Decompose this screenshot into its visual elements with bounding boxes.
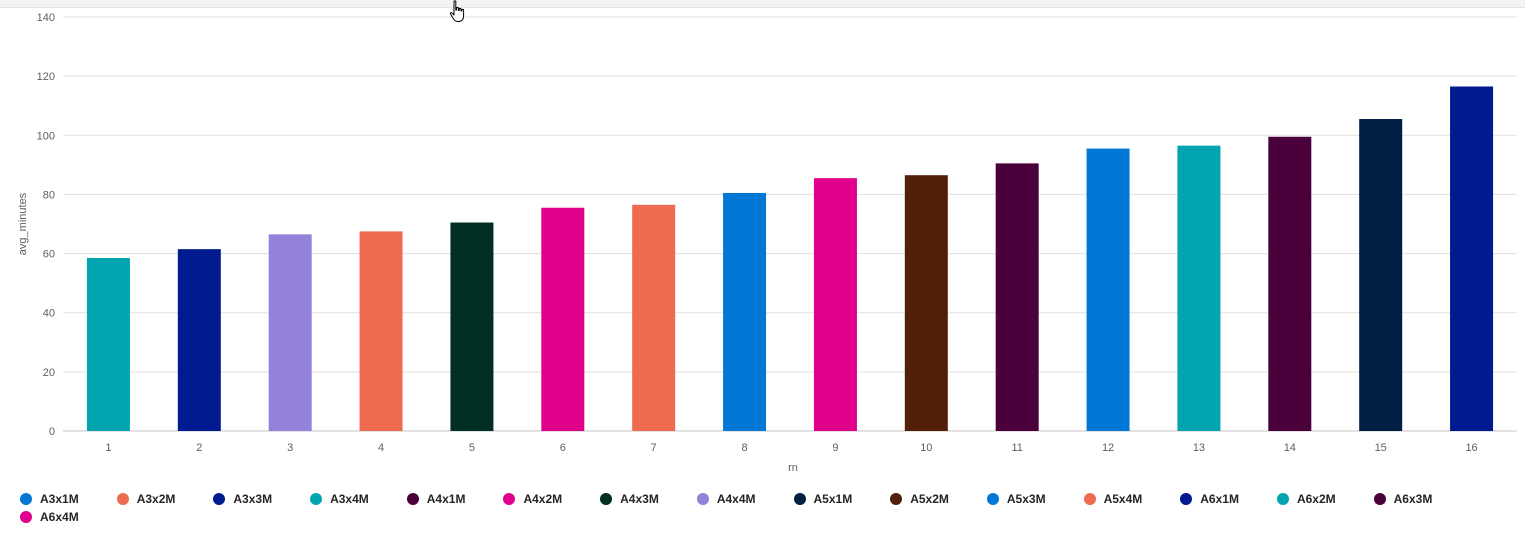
- y-tick-label: 0: [49, 426, 55, 438]
- legend-item[interactable]: A3x2M: [116, 491, 176, 507]
- bars: [86, 86, 1494, 432]
- bar-1[interactable]: [86, 258, 130, 431]
- x-tick-label: 1: [105, 442, 111, 454]
- legend-item[interactable]: A6x2M: [1276, 491, 1336, 507]
- x-tick-label: 9: [832, 442, 838, 454]
- legend-marker-icon: [20, 493, 32, 505]
- hand-pointer-cursor-icon: [449, 0, 465, 22]
- legend-label: A4x2M: [523, 492, 563, 506]
- legend-marker-icon: [116, 493, 129, 505]
- legend-marker-icon: [1180, 493, 1193, 505]
- bar-13[interactable]: [1177, 145, 1221, 431]
- x-axis-ticks: 1 2 3 4 5 6 7 8 9 10 11 12 13 14 15 16: [105, 442, 1477, 454]
- x-tick-label: 10: [920, 442, 932, 454]
- legend-item[interactable]: A4x1M: [406, 491, 466, 507]
- legend-label: A6x3M: [1393, 492, 1433, 506]
- bar-11[interactable]: [995, 163, 1039, 431]
- legend-marker-icon: [793, 493, 806, 505]
- bar-7[interactable]: [632, 204, 676, 431]
- y-tick-label: 80: [43, 189, 55, 201]
- bar-8[interactable]: [723, 192, 767, 431]
- legend-label: A5x2M: [910, 492, 949, 506]
- legend-marker-icon: [503, 493, 516, 505]
- legend-marker-icon: [1373, 493, 1386, 505]
- legend-item[interactable]: A5x1M: [793, 491, 853, 507]
- bar-2[interactable]: [177, 249, 221, 431]
- legend-item[interactable]: A4x2M: [503, 491, 562, 507]
- bar-4[interactable]: [359, 231, 403, 431]
- legend-marker-icon: [696, 493, 709, 505]
- legend-item[interactable]: A4x4M: [696, 491, 756, 507]
- legend-marker-icon: [310, 493, 323, 505]
- y-tick-label: 140: [37, 12, 55, 24]
- legend-marker-icon: [1276, 493, 1289, 505]
- legend: A3x1M A3x2M A3x3M A3x4M A4x1M A4x2M A4x3M A4x4M…: [20, 491, 1500, 525]
- bar-14[interactable]: [1268, 136, 1312, 431]
- legend-item[interactable]: A3x3M: [213, 491, 272, 507]
- x-tick-label: 8: [742, 442, 748, 454]
- bar-15[interactable]: [1359, 119, 1403, 432]
- y-tick-label: 20: [43, 367, 55, 379]
- y-tick-label: 60: [43, 249, 55, 261]
- legend-label: A5x1M: [813, 492, 853, 506]
- x-tick-label: 15: [1375, 442, 1387, 454]
- legend-marker-icon: [986, 493, 999, 505]
- y-axis-title: avg_minutes: [17, 192, 29, 255]
- x-tick-label: 2: [196, 442, 202, 454]
- legend-label: A4x1M: [426, 492, 466, 506]
- x-tick-label: 11: [1011, 442, 1022, 454]
- top-toolbar-strip: [0, 0, 1525, 8]
- bar-16[interactable]: [1450, 86, 1494, 431]
- legend-item[interactable]: A6x4M: [20, 509, 79, 525]
- legend-label: A3x3M: [233, 492, 273, 506]
- legend-marker-icon: [20, 511, 32, 523]
- x-tick-label: 13: [1193, 442, 1205, 454]
- y-tick-label: 100: [37, 130, 55, 142]
- bar-9[interactable]: [813, 178, 857, 431]
- legend-item[interactable]: A3x1M: [20, 491, 79, 507]
- legend-marker-icon: [890, 493, 903, 505]
- bar-10[interactable]: [904, 175, 948, 431]
- legend-marker-icon: [600, 493, 613, 505]
- legend-label: A4x4M: [716, 492, 756, 506]
- legend-label: A5x3M: [1006, 492, 1046, 506]
- legend-item[interactable]: A4x3M: [600, 491, 659, 507]
- legend-marker-icon: [406, 493, 419, 505]
- legend-item[interactable]: A3x4M: [310, 491, 369, 507]
- legend-label: A5x4M: [1103, 492, 1143, 506]
- legend-label: A3x2M: [136, 492, 176, 506]
- bar-6[interactable]: [541, 207, 585, 431]
- legend-label: A6x4M: [40, 510, 79, 524]
- y-axis-ticks: 0 20 40 60 80 100 120 140: [37, 12, 55, 438]
- bar-12[interactable]: [1086, 148, 1130, 432]
- y-tick-label: 40: [43, 308, 55, 320]
- x-tick-label: 7: [651, 442, 657, 454]
- x-tick-label: 3: [287, 442, 293, 454]
- bar-5[interactable]: [450, 222, 494, 431]
- y-tick-label: 120: [37, 71, 55, 83]
- legend-label: A6x1M: [1200, 492, 1239, 506]
- bar-3[interactable]: [268, 234, 312, 431]
- legend-item[interactable]: A5x4M: [1083, 491, 1143, 507]
- legend-marker-icon: [1083, 493, 1096, 505]
- x-tick-label: 5: [469, 442, 475, 454]
- legend-item[interactable]: A6x1M: [1180, 491, 1239, 507]
- legend-label: A4x3M: [620, 492, 659, 506]
- x-tick-label: 12: [1102, 442, 1114, 454]
- x-tick-label: 16: [1465, 442, 1477, 454]
- legend-label: A3x1M: [40, 492, 79, 506]
- legend-item[interactable]: A5x2M: [890, 491, 949, 507]
- legend-marker-icon: [213, 493, 226, 505]
- x-tick-label: 14: [1284, 442, 1296, 454]
- x-axis-title: rn: [788, 462, 798, 474]
- legend-label: A6x2M: [1296, 492, 1336, 506]
- legend-label: A3x4M: [330, 492, 369, 506]
- x-tick-label: 4: [378, 442, 384, 454]
- legend-item[interactable]: A6x3M: [1373, 491, 1433, 507]
- legend-item[interactable]: A5x3M: [986, 491, 1046, 507]
- x-tick-label: 6: [560, 442, 566, 454]
